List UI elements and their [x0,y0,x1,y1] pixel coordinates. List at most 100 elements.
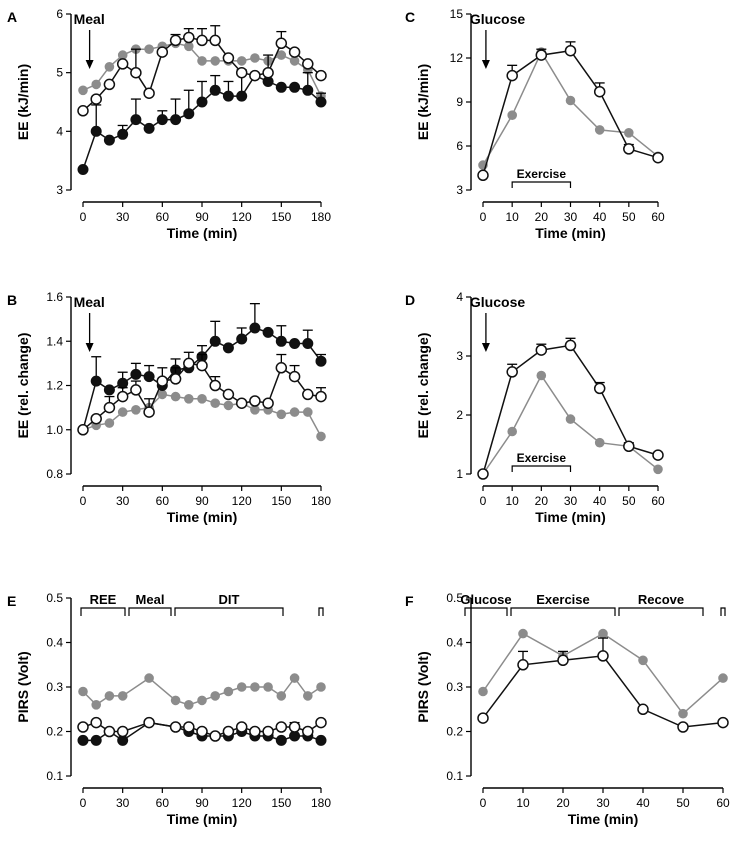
y-tick-label: 1.2 [46,379,63,393]
x-axis-label: Time (min) [535,225,606,241]
data-point [275,721,288,733]
x-axis-label: Time (min) [568,811,639,827]
x-tick-label: 40 [636,796,650,810]
y-tick-label: 15 [450,7,464,21]
data-point [289,673,300,683]
x-tick-label: 30 [564,494,578,508]
x-tick-label: 150 [271,210,291,224]
x-tick-label: 150 [271,494,291,508]
data-point [209,34,221,47]
phase-label: Meal [136,592,165,607]
data-point [209,379,221,392]
series-black [77,302,327,436]
data-point [183,31,195,44]
data-point [104,691,115,701]
data-point [116,725,129,738]
y-tick-label: 0.1 [446,769,463,783]
data-point [209,335,221,347]
y-axis-label: EE (rel. change) [15,333,31,439]
data-point [130,114,142,126]
data-point [169,373,182,385]
y-tick-label: 6 [56,7,63,21]
data-point [117,128,129,140]
data-point [250,53,260,63]
data-point [78,686,88,697]
y-axis-label: EE (rel. change) [415,333,431,439]
data-point [653,464,663,475]
data-point [183,721,195,733]
data-point [275,362,288,374]
data-point [170,391,181,402]
data-point [594,125,605,135]
bracket-label: Exercise [517,167,567,181]
data-point [249,322,261,334]
x-tick-label: 10 [505,494,519,508]
data-point [262,397,274,409]
data-point [183,357,195,370]
series-white [477,41,664,182]
data-point [275,734,287,746]
data-point [535,344,548,356]
data-point [262,326,274,338]
bracket-label: Exercise [517,451,567,465]
data-point [90,375,102,387]
data-point [77,105,89,117]
series-gray [78,389,326,442]
x-tick-label: 20 [556,796,570,810]
x-tick-label: 0 [480,796,487,810]
data-point [143,87,155,99]
phase-label: Recove [638,592,684,607]
data-point [637,703,649,716]
data-point [143,122,155,134]
series-white [77,716,327,742]
data-point [565,414,576,424]
data-point [594,437,605,448]
data-point [116,58,129,70]
data-point [507,426,518,437]
data-point [196,34,208,47]
data-point [276,691,287,701]
series-white [77,351,327,436]
panel-letter: A [7,9,17,25]
x-tick-label: 20 [535,210,549,224]
data-point [276,50,287,60]
phase-bracket [720,607,726,616]
data-point [196,96,208,108]
phase-label: Exercise [536,592,590,607]
annotation-label: Meal [74,294,105,310]
data-point [77,424,89,436]
annotation-arrowhead [481,343,490,352]
data-point [250,682,260,692]
panel-b: B 0.8 1.0 1.2 1.4 1.6 0 30 60 90 120 150 180 Time (mi… [7,290,331,525]
data-point [477,712,489,724]
data-point [315,734,327,746]
x-tick-label: 30 [564,210,578,224]
data-point [156,375,169,387]
data-point [222,388,235,401]
y-tick-label: 6 [456,139,463,153]
data-point [593,382,606,395]
data-point [275,37,288,50]
x-axis-label: Time (min) [167,225,238,241]
x-tick-label: 30 [116,796,130,810]
panel-letter: B [7,292,17,308]
y-tick-label: 1.4 [46,334,63,348]
x-tick-label: 60 [651,494,665,508]
x-tick-label: 10 [505,210,519,224]
data-point [303,691,313,701]
y-tick-label: 12 [450,51,464,65]
data-point [289,56,300,66]
phase-bracket [174,607,284,616]
data-point [517,659,529,671]
data-point [196,725,208,738]
data-point [275,81,287,93]
data-point [116,390,129,403]
x-tick-label: 30 [116,494,130,508]
data-point [315,69,327,82]
data-point [169,34,182,47]
data-point [143,406,155,418]
x-axis-label: Time (min) [167,811,238,827]
phase-bracket [128,607,172,616]
data-point [222,52,235,64]
